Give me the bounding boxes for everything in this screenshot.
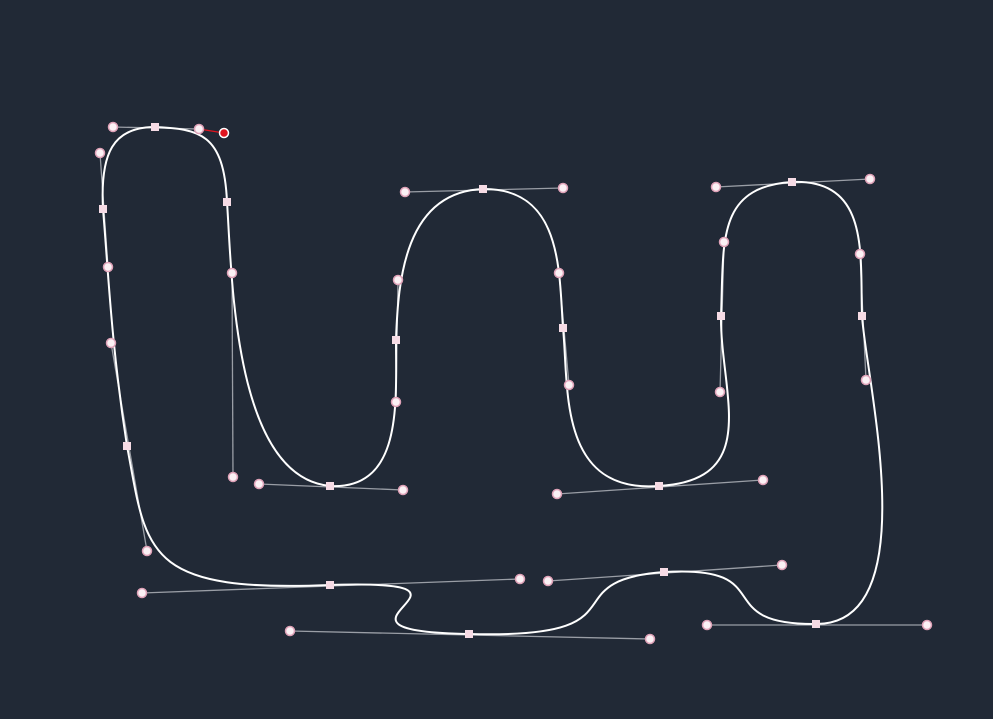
anchor-top-left[interactable] <box>151 123 159 131</box>
handle-middle-top-in[interactable] <box>399 186 411 198</box>
handle-bottom-right-in[interactable] <box>921 619 933 631</box>
handle-middle-left-out[interactable] <box>392 274 404 286</box>
anchor-left-upper[interactable] <box>99 205 107 213</box>
handle-right-inner-out[interactable] <box>718 236 730 248</box>
handle-inner-left-out[interactable] <box>227 471 239 483</box>
anchor-middle-top[interactable] <box>479 185 487 193</box>
handle-right-outer-in[interactable] <box>854 248 866 260</box>
anchor-right-outer[interactable] <box>858 312 866 320</box>
handle-outer-top-right[interactable] <box>218 127 230 139</box>
handle-line-inner-left <box>231 272 234 478</box>
handle-bottom-left-in[interactable] <box>514 573 526 585</box>
anchor-left-lower[interactable] <box>123 442 131 450</box>
handle-right-inner-in[interactable] <box>714 386 726 398</box>
bezier-curve[interactable] <box>101 126 884 636</box>
anchor-valley-right[interactable] <box>655 482 663 490</box>
handle-left-upper-in[interactable] <box>94 147 106 159</box>
handle-middle-right-out[interactable] <box>563 379 575 391</box>
handle-middle-top-out[interactable] <box>557 182 569 194</box>
anchor-middle-right[interactable] <box>559 324 567 332</box>
anchor-right-top[interactable] <box>788 178 796 186</box>
handle-left-lower-in[interactable] <box>105 337 117 349</box>
handle-right-top-out[interactable] <box>864 173 876 185</box>
handle-right-top-in[interactable] <box>710 181 722 193</box>
anchor-right-inner[interactable] <box>717 312 725 320</box>
anchor-bottom-dip[interactable] <box>465 630 473 638</box>
anchor-middle-left[interactable] <box>392 336 400 344</box>
handle-inner-left-in[interactable] <box>226 267 238 279</box>
anchor-points[interactable] <box>99 123 866 638</box>
handle-bottom-bump-in[interactable] <box>776 559 788 571</box>
handle-top-left-in[interactable] <box>107 121 119 133</box>
handle-bottom-left-out[interactable] <box>136 587 148 599</box>
anchor-bottom-bump[interactable] <box>660 568 668 576</box>
control-handles[interactable] <box>94 121 933 645</box>
handle-left-upper-out[interactable] <box>102 261 114 273</box>
handle-right-outer-out[interactable] <box>860 374 872 386</box>
handle-valley-left-in[interactable] <box>253 478 265 490</box>
handle-bottom-bump-out[interactable] <box>542 575 554 587</box>
anchor-bottom-right[interactable] <box>812 620 820 628</box>
handle-bottom-dip-in[interactable] <box>644 633 656 645</box>
anchor-bottom-left[interactable] <box>326 581 334 589</box>
anchor-inner-left-upper[interactable] <box>223 198 231 206</box>
handle-valley-left-out[interactable] <box>397 484 409 496</box>
handle-bottom-right-out[interactable] <box>701 619 713 631</box>
handle-bottom-dip-out[interactable] <box>284 625 296 637</box>
handle-middle-right-in[interactable] <box>553 267 565 279</box>
handle-valley-right-in[interactable] <box>551 488 563 500</box>
handle-top-left-out[interactable] <box>193 123 205 135</box>
handle-left-lower-out[interactable] <box>141 545 153 557</box>
handle-middle-left-in[interactable] <box>390 396 402 408</box>
anchor-valley-left[interactable] <box>326 482 334 490</box>
handle-valley-right-out[interactable] <box>757 474 769 486</box>
